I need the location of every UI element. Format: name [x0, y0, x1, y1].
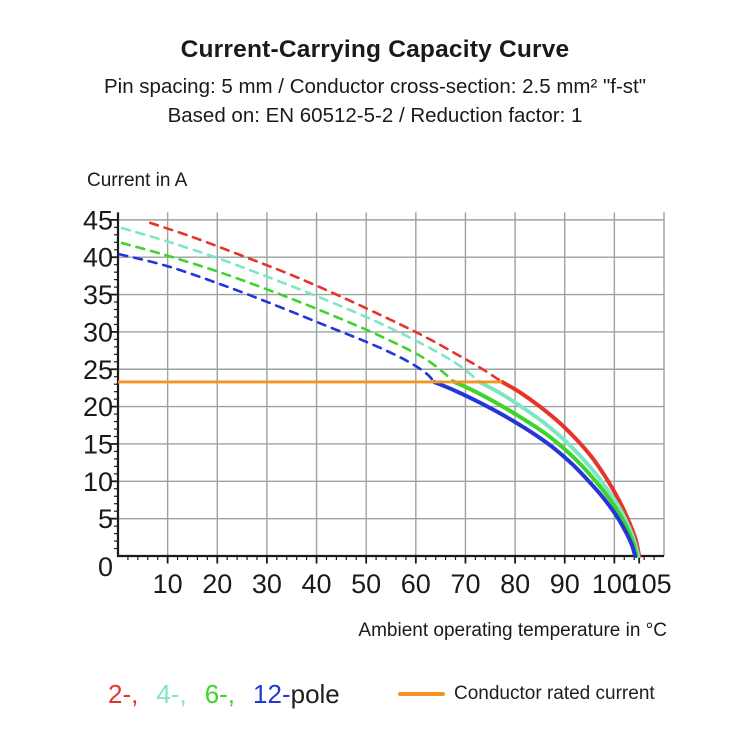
y-tick-label: 20: [83, 392, 113, 422]
pole-legend-item: 6-,: [204, 679, 236, 709]
pole-legend-item: 4-,: [156, 679, 187, 709]
x-tick-label: 50: [351, 569, 381, 599]
x-tick-label: 70: [450, 569, 480, 599]
y-axis-title: Current in A: [87, 170, 188, 191]
x-tick-label: 40: [302, 569, 332, 599]
pole-legend-item: 2-,: [108, 679, 139, 709]
curve-2-pole-solid: [500, 380, 642, 558]
chart-title: Current-Carrying Capacity Curve: [180, 36, 570, 63]
y-tick-label: 0: [98, 552, 113, 582]
y-tick-label: 35: [83, 280, 113, 310]
x-tick-label: 105: [627, 569, 672, 599]
y-tick-label: 30: [83, 317, 113, 347]
x-tick-label: 20: [202, 569, 232, 599]
x-tick-label: 60: [401, 569, 431, 599]
curve-6-pole-solid: [452, 380, 639, 558]
pole-legend-item: 12-: [253, 679, 291, 709]
rated-current-legend: Conductor rated current: [398, 679, 655, 709]
curve-6-pole-dashed: [120, 241, 456, 384]
curve-4-pole-dashed: [120, 226, 481, 384]
chart-subtitle-2: Based on: EN 60512-5-2 / Reduction facto…: [167, 104, 583, 127]
y-tick-label: 5: [98, 504, 113, 534]
pole-legend: 2-, 4-, 6-, 12-pole: [108, 679, 340, 710]
y-tick-label: 15: [83, 429, 113, 459]
rated-current-label: Conductor rated current: [454, 683, 655, 704]
y-tick-label: 40: [83, 243, 113, 273]
x-tick-label: 10: [153, 569, 183, 599]
x-tick-label: 100: [592, 569, 637, 599]
pole-legend-suffix: pole: [290, 679, 340, 709]
curve-2-pole-dashed: [149, 221, 504, 384]
x-tick-label: 80: [500, 569, 530, 599]
x-tick-label: 30: [252, 569, 282, 599]
y-tick-label: 10: [83, 467, 113, 497]
rated-current-line-swatch: [398, 691, 445, 697]
y-tick-label: 45: [83, 205, 113, 235]
chart-subtitle-1: Pin spacing: 5 mm / Conductor cross-sect…: [103, 75, 647, 98]
y-tick-label: 25: [83, 355, 113, 385]
x-tick-label: 90: [550, 569, 580, 599]
curve-12-pole-dashed: [118, 252, 436, 384]
curve-12-pole-solid: [432, 380, 638, 558]
x-axis-title: Ambient operating temperature in °C: [358, 620, 667, 641]
